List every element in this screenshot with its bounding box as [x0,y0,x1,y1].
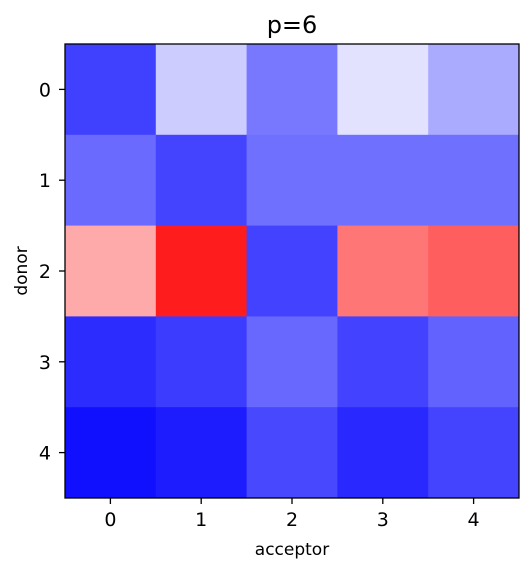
heatmap-cell [155,225,248,317]
heatmap-cell [65,225,157,317]
y-tick-label: 1 [39,170,51,192]
heatmap-cell [337,407,429,499]
heatmap-cell [155,316,248,408]
heatmap-cell [246,316,338,408]
heatmap-cell [428,134,520,227]
heatmap-cell [337,225,429,317]
y-tick-label: 0 [39,79,51,101]
x-tick-label: 0 [104,509,116,531]
heatmap-cells [65,44,520,499]
heatmap-cell [65,134,157,227]
y-axis-label: donor [12,246,32,295]
heatmap-cell [155,407,248,499]
x-tick-label: 2 [286,509,298,531]
x-axis-label: acceptor [255,540,329,560]
chart-title: p=6 [267,11,318,39]
x-tick-label: 3 [377,509,389,531]
heatmap-cell [337,44,429,136]
heatmap-cell [246,407,338,499]
heatmap-cell [246,44,338,136]
heatmap-cell [65,316,157,408]
heatmap-cell [428,316,520,408]
heatmap-cell [246,134,338,227]
heatmap-cell [246,225,338,317]
y-tick-label: 4 [39,443,51,465]
heatmap-cell [155,134,248,227]
heatmap-cell [337,316,429,408]
y-axis-ticks: 0 1 2 3 4 [39,79,65,465]
x-tick-label: 4 [468,509,480,531]
heatmap-cell [428,407,520,499]
heatmap-cell [155,44,248,136]
y-tick-label: 2 [39,261,51,283]
x-tick-label: 1 [195,509,207,531]
heatmap-cell [65,44,157,136]
heatmap-cell [65,407,157,499]
y-tick-label: 3 [39,352,51,374]
heatmap-cell [428,225,520,317]
heatmap-cell [337,134,429,227]
heatmap-cell [428,44,520,136]
x-axis-ticks: 0 1 2 3 4 [104,498,480,531]
